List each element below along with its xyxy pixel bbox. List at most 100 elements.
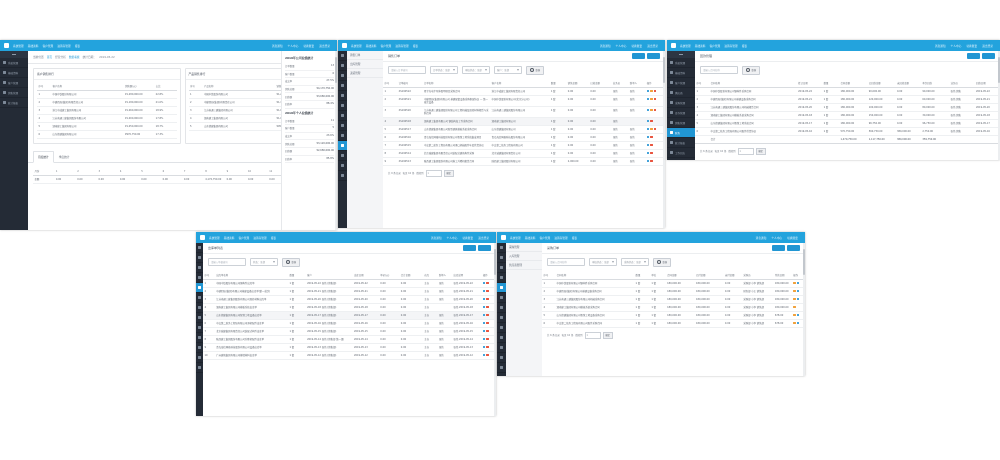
rail-item-4[interactable] xyxy=(338,91,347,101)
table-row[interactable]: 8 陕西建工集团股份有限公司升降机配件出库单 1 套 2019-05-14 张伟 (销… xyxy=(203,335,496,344)
topbar-notifications[interactable]: 消息通知 xyxy=(430,236,442,240)
topbar-menu-3[interactable]: 进销存管理 xyxy=(554,236,568,240)
export-button[interactable] xyxy=(478,245,491,251)
window-purchase-orders[interactable]: 系统管理 基础资料 客户管理 进销存管理 报表 消息通知 个人中心 切换账套 采… xyxy=(497,232,805,376)
sidebar[interactable]: 系统管理 基础资料 客户管理 供应商 采购管理 库存管理 销售管理 财务 统计报表 工作日志 xyxy=(667,51,695,160)
view-icon[interactable] xyxy=(482,321,486,325)
rail-item-12[interactable] xyxy=(196,363,203,373)
stats-tabs[interactable]: 月度统计 季度统计 xyxy=(28,151,337,163)
rail-item-4[interactable] xyxy=(196,283,203,293)
table-row[interactable]: 2 中建四局(集团)有限责任公司 ¥1,180,000.00 21.0% xyxy=(37,98,177,107)
icon-rail[interactable] xyxy=(196,243,203,416)
rail-item-5[interactable] xyxy=(338,101,347,111)
rail-item-1[interactable] xyxy=(196,253,203,263)
row-actions[interactable] xyxy=(793,297,803,301)
filter-bar[interactable]: 请输入合同名称 查询 xyxy=(695,62,1000,79)
delete-icon[interactable] xyxy=(653,89,657,93)
search-button[interactable]: 查询 xyxy=(742,66,761,75)
filter-bar[interactable]: 请输入订单编号 订单状态：全部 审核状态：全部 客户：全部 查询 xyxy=(383,62,665,79)
table-row[interactable]: 3 江苏南通三建集团股份有限公司机械租赁合同 2019-05-20 1 套 180,00… xyxy=(695,103,1000,112)
view-icon[interactable] xyxy=(482,345,486,349)
view-icon[interactable] xyxy=(482,353,486,357)
topbar-menu-1[interactable]: 基础资料 xyxy=(365,44,377,48)
topbar-notifications[interactable]: 消息通知 xyxy=(599,44,611,48)
add-button[interactable] xyxy=(967,53,980,59)
submenu-item-inbound[interactable]: 入库管理 xyxy=(506,252,542,261)
table-row[interactable]: 5 山东德建集团有限公司智慧工地系统合同 2019-05-17 1 套 180,000.… xyxy=(695,119,1000,128)
delete-icon[interactable] xyxy=(650,135,653,139)
rail-item-3[interactable] xyxy=(196,273,203,283)
table-row[interactable]: 2 XS190521 中建四局(集团)有限公司 基建配套设备采购框架协议 — 第一批… xyxy=(383,95,665,107)
breadcrumb-home[interactable]: 首页 xyxy=(46,55,53,59)
sidebar[interactable]: 系统管理 基础资料 客户管理 销售管理 统计报表 xyxy=(0,51,28,230)
row-actions[interactable] xyxy=(646,89,664,93)
row-actions[interactable] xyxy=(482,345,495,349)
table-row[interactable]: 4 湖南建工集团有限公司模板系统采购合同 2019-05-18 1 套 180,000.… xyxy=(695,111,1000,120)
topbar-menu-0[interactable]: 系统管理 xyxy=(510,236,521,240)
icon-rail[interactable] xyxy=(497,243,506,376)
sidebar-item-sales[interactable]: 销售管理 xyxy=(0,88,28,98)
rail-item-10[interactable] xyxy=(338,151,347,161)
sidebar-item-reports[interactable]: 统计报表 xyxy=(0,98,28,108)
table-row[interactable]: 3 浙江中成建工集团有限公司 ¥1,060,000.00 18.9% xyxy=(37,106,177,115)
sidebar-item-6[interactable]: 销售管理 xyxy=(667,118,695,128)
filter-bar[interactable]: 请输入合同名称 审核状态：全部 采购状态：全部 查询 xyxy=(542,254,805,271)
topbar-menu-2[interactable]: 客户管理 xyxy=(709,44,721,48)
submenu-item-sales-order[interactable]: 销售订单 xyxy=(347,51,383,60)
window-dashboard[interactable]: 系统管理 基础资料 客户管理 进销存管理 报表 消息通知 个人中心 切换账套 退… xyxy=(0,40,337,230)
table-row[interactable]: 4 湖南建工集团有限公司模板系统出库单 1 套 2019-05-18 张伟 (销售部)… xyxy=(203,303,496,312)
page-input[interactable]: 1 xyxy=(425,169,442,177)
sidebar-item-9[interactable]: 工作日志 xyxy=(667,148,695,158)
topbar-profile[interactable]: 个人中心 xyxy=(950,44,962,48)
delete-icon[interactable] xyxy=(650,151,653,155)
topbar-menu-1[interactable]: 基础资料 xyxy=(524,236,536,240)
rail-item-1[interactable] xyxy=(497,253,506,263)
view-icon[interactable] xyxy=(796,281,800,285)
table-row[interactable]: 10 广州建筑集团有限公司幕墙材料出库单 1 套 2019-05-12 张伟 (销售部… xyxy=(203,351,496,360)
topbar-menu-2[interactable]: 客户管理 xyxy=(380,44,392,48)
topbar-logout[interactable]: 退出登录 xyxy=(478,236,489,240)
sidebar-item-customers[interactable]: 客户管理 xyxy=(0,78,28,88)
edit-icon[interactable] xyxy=(793,305,796,309)
topbar-switch-account[interactable]: 切换账套 xyxy=(303,44,315,48)
rail-item-9[interactable] xyxy=(497,333,506,343)
table-row[interactable]: 6 中交第二航务工程局有限公司配件供货协议 2019-05-16 1 套 570,750… xyxy=(695,127,1000,136)
view-icon[interactable] xyxy=(646,159,650,163)
topbar-menu-4[interactable]: 报表 xyxy=(412,44,419,48)
window-receivables[interactable]: 系统管理 基础资料 客户管理 进销存管理 报表 消息通知 个人中心 切换账套 退… xyxy=(667,40,1000,160)
view-icon[interactable] xyxy=(482,305,486,309)
topbar-menu-0[interactable]: 系统管理 xyxy=(351,44,362,48)
view-icon[interactable] xyxy=(482,289,486,293)
table-row[interactable]: 5 湖南建工集团有限公司 ¥1,050,000.00 18.7% xyxy=(37,122,177,131)
view-icon[interactable] xyxy=(482,329,486,333)
topbar-menu-3[interactable]: 进销存管理 xyxy=(253,236,267,240)
view-icon[interactable] xyxy=(646,143,650,147)
topbar-menu-0[interactable]: 系统管理 xyxy=(680,44,691,48)
tab-monthly[interactable]: 月度统计 xyxy=(33,151,54,163)
view-icon[interactable] xyxy=(646,89,650,93)
view-icon[interactable] xyxy=(646,127,650,131)
edit-icon[interactable] xyxy=(793,321,796,325)
rail-item-0[interactable] xyxy=(497,243,506,253)
row-actions[interactable] xyxy=(482,297,495,301)
topbar-menu-2[interactable]: 客户管理 xyxy=(42,44,54,48)
row-actions[interactable] xyxy=(793,321,803,325)
rail-item-12[interactable] xyxy=(338,171,347,181)
breadcrumb-section[interactable]: 经营分析 xyxy=(55,55,66,59)
row-actions[interactable] xyxy=(646,159,664,163)
rail-item-10[interactable] xyxy=(497,343,506,353)
rail-item-1[interactable] xyxy=(338,61,347,71)
rail-item-5[interactable] xyxy=(497,293,506,303)
topbar-logout[interactable]: 退出登录 xyxy=(647,44,658,48)
row-actions[interactable] xyxy=(646,135,664,139)
sidebar-item-basedata[interactable]: 基础资料 xyxy=(0,68,28,78)
delete-icon[interactable] xyxy=(486,345,489,349)
delete-icon[interactable] xyxy=(650,143,653,147)
rail-item-11[interactable] xyxy=(338,161,347,171)
topbar-menu-1[interactable]: 基础资料 xyxy=(223,236,235,240)
search-input[interactable]: 请输入合同名称 xyxy=(547,258,585,267)
topbar-switch-account[interactable]: 切换账套 xyxy=(966,44,978,48)
row-actions[interactable] xyxy=(482,329,495,333)
